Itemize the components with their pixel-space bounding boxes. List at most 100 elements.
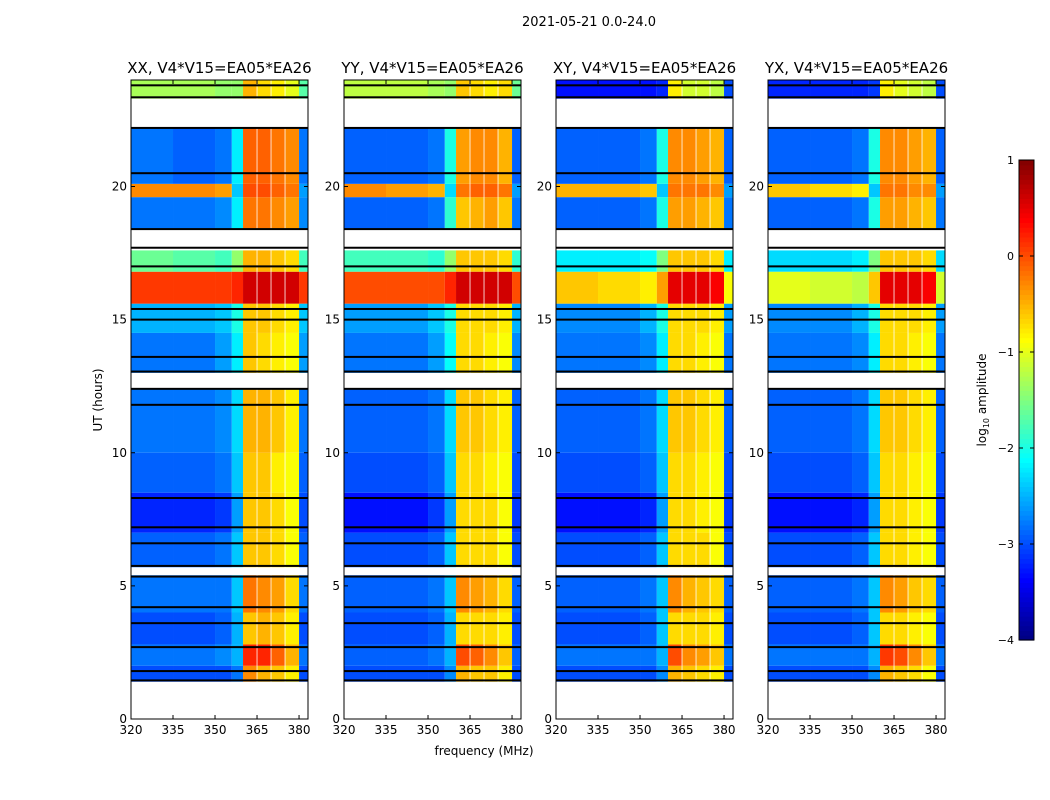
flag-line xyxy=(768,172,945,175)
flag-line xyxy=(768,96,945,99)
heatmap-cell xyxy=(285,127,300,184)
heatmap-cell xyxy=(556,271,599,304)
heatmap-cell xyxy=(512,127,521,184)
colorbar-segment xyxy=(1019,524,1034,531)
heatmap-cell xyxy=(484,303,499,333)
heatmap-cell xyxy=(299,332,308,373)
flag-line xyxy=(131,646,308,649)
colorbar-segment xyxy=(1019,572,1034,579)
heatmap-cell xyxy=(696,271,711,304)
heatmap-cell xyxy=(656,452,669,493)
flag-line xyxy=(344,497,521,500)
heatmap-cell xyxy=(894,303,909,333)
flag-line xyxy=(131,564,308,567)
colorbar-tick-label: −1 xyxy=(998,346,1014,359)
heatmap-cell xyxy=(271,127,286,184)
heatmap-cell xyxy=(173,183,216,198)
flag-line xyxy=(344,564,521,567)
heatmap-cell xyxy=(285,492,300,533)
heatmap-cell xyxy=(428,665,445,682)
heatmap-cell xyxy=(894,452,909,493)
heatmap-cell xyxy=(880,452,895,493)
heatmap-cell xyxy=(444,250,457,272)
colorbar-segment xyxy=(1019,515,1034,521)
heatmap-cell xyxy=(271,644,286,666)
colorbar-segment xyxy=(1019,587,1034,593)
heatmap-cell xyxy=(243,575,258,613)
heatmap-cell xyxy=(668,80,683,99)
heatmap-cell xyxy=(710,332,725,373)
y-axis-label: UT (hours) xyxy=(91,368,105,431)
heatmap-cell xyxy=(299,532,308,568)
heatmap-cell xyxy=(724,644,733,666)
heatmap-cell xyxy=(215,492,232,533)
heatmap-cell xyxy=(598,492,641,533)
heatmap-cell xyxy=(243,127,258,184)
heatmap-cell xyxy=(852,127,869,184)
heatmap-cell xyxy=(768,452,811,493)
heatmap-cell xyxy=(512,492,521,533)
heatmap-cell xyxy=(908,271,923,304)
colorbar-segment xyxy=(1019,222,1034,228)
heatmap-cell xyxy=(470,197,485,230)
heatmap-cell xyxy=(271,332,286,373)
flag-line xyxy=(556,96,733,99)
heatmap-cell xyxy=(880,197,895,230)
heatmap-cell xyxy=(640,665,657,682)
heatmap-cell xyxy=(498,332,513,373)
heatmap-cell xyxy=(656,303,669,333)
heatmap-cell xyxy=(386,271,429,304)
heatmap-cell xyxy=(656,612,669,645)
y-tick-label: 10 xyxy=(325,446,340,460)
heatmap-cell xyxy=(299,271,308,304)
heatmap-cell xyxy=(640,250,657,272)
colorbar-segment xyxy=(1019,520,1034,526)
heatmap-cell xyxy=(299,492,308,533)
heatmap-cell xyxy=(710,575,725,613)
flag-line xyxy=(768,318,945,321)
flag-line xyxy=(768,228,945,231)
heatmap-cell xyxy=(285,612,300,645)
heatmap-cell xyxy=(173,250,216,272)
heatmap-cell xyxy=(852,183,869,198)
x-tick-label: 320 xyxy=(757,723,780,737)
heatmap-cell xyxy=(936,127,945,184)
colorbar-segment xyxy=(1019,289,1034,295)
heatmap-cell xyxy=(444,332,457,373)
heatmap-cell xyxy=(215,644,232,666)
flag-line xyxy=(131,575,308,578)
heatmap-cell xyxy=(285,452,300,493)
heatmap-cell xyxy=(682,250,697,272)
heatmap-cell xyxy=(696,80,711,99)
x-tick-label: 320 xyxy=(545,723,568,737)
heatmap-cell xyxy=(215,197,232,230)
heatmap-cell xyxy=(428,388,445,453)
heatmap-cell xyxy=(231,250,244,272)
heatmap-cell xyxy=(173,388,216,453)
heatmap-cell xyxy=(868,575,881,613)
flag-line xyxy=(131,318,308,321)
colorbar-segment xyxy=(1019,596,1034,603)
heatmap-cell xyxy=(682,665,697,682)
heatmap-cell xyxy=(868,183,881,198)
heatmap-cell xyxy=(710,271,725,304)
heatmap-cell xyxy=(936,332,945,373)
heatmap-cell xyxy=(498,644,513,666)
y-tick-label: 20 xyxy=(537,180,552,194)
x-tick-label: 335 xyxy=(587,723,610,737)
flag-line xyxy=(768,265,945,268)
colorbar-segment xyxy=(1019,568,1034,574)
heatmap-cell xyxy=(696,183,711,198)
colorbar-segment xyxy=(1019,486,1034,492)
colorbar-segment xyxy=(1019,299,1034,305)
heatmap-cell xyxy=(257,183,272,198)
heatmap-cell xyxy=(668,332,683,373)
heatmap-cell xyxy=(470,250,485,272)
heatmap-cell xyxy=(257,532,272,568)
heatmap-cell xyxy=(598,183,641,198)
heatmap-cell xyxy=(498,452,513,493)
flag-line xyxy=(556,387,733,390)
heatmap-cell xyxy=(285,388,300,453)
heatmap-cell xyxy=(810,388,853,453)
y-tick-label: 0 xyxy=(544,712,552,726)
